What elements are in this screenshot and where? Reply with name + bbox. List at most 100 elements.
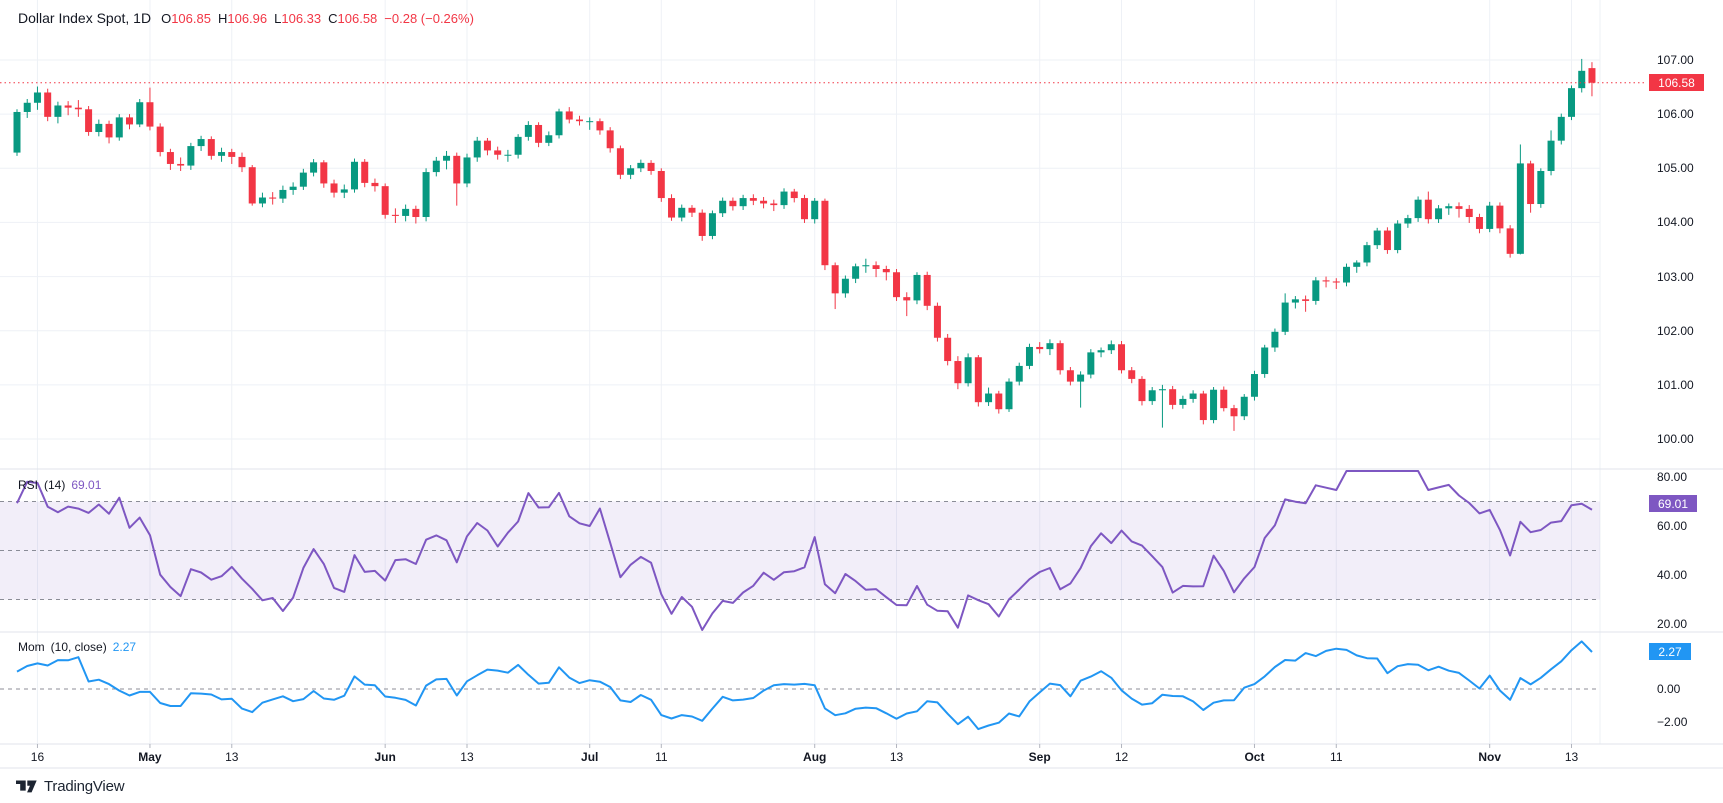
candle-down xyxy=(882,268,890,273)
price-axis-tick-label: 100.00 xyxy=(1657,432,1694,446)
tradingview-label: TradingView xyxy=(44,778,125,795)
rsi-legend[interactable]: RSI (14) 69.01 xyxy=(18,478,101,492)
candle-up xyxy=(187,146,195,166)
rsi-axis-tick-label: 60.00 xyxy=(1657,519,1688,533)
low-value: 106.33 xyxy=(281,11,322,26)
candle-up xyxy=(1435,208,1443,220)
candle-up xyxy=(1394,223,1402,251)
candle-up xyxy=(115,117,123,138)
candle-down xyxy=(923,274,931,306)
candle-up xyxy=(1547,140,1555,171)
candle-down xyxy=(1128,370,1136,379)
candle-down xyxy=(320,162,328,184)
candle-down xyxy=(1322,280,1330,282)
candle-down xyxy=(1056,343,1064,371)
candle-up xyxy=(719,200,727,214)
candle-up xyxy=(1025,346,1033,366)
candle-up xyxy=(13,111,21,153)
candle-up xyxy=(514,136,522,155)
candle-down xyxy=(361,161,369,183)
candle-down xyxy=(944,337,952,362)
close-value: 106.58 xyxy=(337,11,378,26)
mom-axis-tick-label: 0.00 xyxy=(1657,682,1681,696)
candle-up xyxy=(524,124,532,137)
candle-down xyxy=(85,109,93,133)
candle-up xyxy=(985,393,993,403)
candle-down xyxy=(954,361,962,384)
candle-down xyxy=(872,265,880,269)
candle-down xyxy=(1230,408,1238,417)
time-axis-month-label: Jun xyxy=(374,750,396,764)
mom-legend[interactable]: Mom (10, close) 2.27 xyxy=(18,640,136,654)
candle-up xyxy=(279,189,287,199)
candle-up xyxy=(504,154,512,156)
candle-up xyxy=(678,207,686,218)
candle-up xyxy=(1250,374,1258,397)
candle-down xyxy=(494,150,502,155)
candle-up xyxy=(310,162,318,173)
candle-up xyxy=(1107,344,1115,351)
candle-up xyxy=(1557,116,1565,141)
candle-down xyxy=(770,203,778,206)
price-axis-tick-label: 106.00 xyxy=(1657,107,1694,122)
candle-down xyxy=(1465,208,1473,218)
candle-up xyxy=(340,189,348,193)
candle-down xyxy=(228,152,236,157)
candle-down xyxy=(790,191,798,199)
candle-down xyxy=(1036,346,1044,350)
candle-up xyxy=(1077,374,1085,382)
candle-up xyxy=(627,168,635,175)
candle-up xyxy=(841,278,849,294)
candle-down xyxy=(800,198,808,220)
candle-down xyxy=(1169,389,1177,405)
candle-down xyxy=(760,200,768,204)
candle-up xyxy=(1046,343,1054,350)
candle-up xyxy=(1516,163,1524,254)
close-label: C xyxy=(328,11,338,26)
candle-up xyxy=(1005,381,1013,410)
candle-down xyxy=(1332,281,1340,283)
candle-up xyxy=(1210,389,1218,421)
candle-down xyxy=(821,200,829,266)
time-axis-day-label: 13 xyxy=(889,750,904,764)
time-axis-day-label: 13 xyxy=(225,750,239,764)
symbol-legend[interactable]: Dollar Index Spot, 1D O106.85 H106.96 L1… xyxy=(18,10,474,26)
candle-down xyxy=(1496,205,1504,229)
candle-down xyxy=(207,139,215,156)
candle-down xyxy=(125,117,133,125)
tradingview-watermark[interactable]: TradingView xyxy=(16,778,125,795)
candle-up xyxy=(913,274,921,301)
candle-up xyxy=(1087,352,1095,375)
candle-up xyxy=(1291,299,1299,303)
rsi-value-badge: 69.01 xyxy=(1649,495,1697,513)
candle-down xyxy=(166,152,174,164)
candle-up xyxy=(739,198,747,207)
symbol-title[interactable]: Dollar Index Spot, 1D xyxy=(18,10,152,26)
open-label: O xyxy=(161,11,172,26)
price-axis-tick-label: 105.00 xyxy=(1657,161,1694,176)
candle-down xyxy=(647,162,655,171)
candle-down xyxy=(1118,344,1126,371)
rsi-name: RSI xyxy=(18,478,39,492)
candle-up xyxy=(1148,390,1156,402)
price-axis-tick-label: 104.00 xyxy=(1657,215,1694,230)
rsi-axis-tick-label: 20.00 xyxy=(1657,617,1688,631)
tradingview-logo-icon xyxy=(16,780,37,793)
price-axis-tick-label: 107.00 xyxy=(1657,53,1694,67)
candle-down xyxy=(668,198,676,218)
candle-up xyxy=(299,172,307,187)
candle-down xyxy=(1424,199,1432,220)
time-axis-month-label: Nov xyxy=(1478,750,1502,764)
candle-down xyxy=(903,297,911,301)
candle-down xyxy=(995,393,1003,410)
mom-value: 2.27 xyxy=(112,640,137,654)
candle-up xyxy=(1271,331,1279,348)
candle-up xyxy=(1179,398,1187,405)
candle-down xyxy=(64,105,72,108)
candle-up xyxy=(33,92,41,103)
candle-down xyxy=(74,107,82,110)
candle-down xyxy=(248,167,256,204)
candle-down xyxy=(933,305,941,338)
